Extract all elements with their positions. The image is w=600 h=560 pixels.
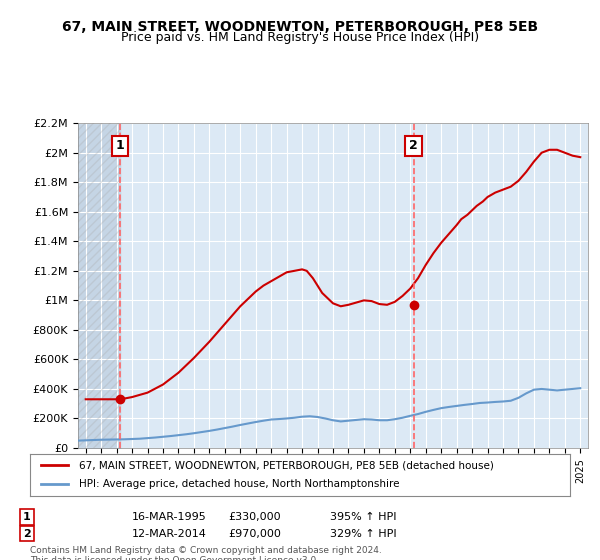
Text: £330,000: £330,000 (228, 512, 281, 522)
Text: HPI: Average price, detached house, North Northamptonshire: HPI: Average price, detached house, Nort… (79, 479, 399, 489)
Text: £970,000: £970,000 (228, 529, 281, 539)
Text: 67, MAIN STREET, WOODNEWTON, PETERBOROUGH, PE8 5EB: 67, MAIN STREET, WOODNEWTON, PETERBOROUG… (62, 20, 538, 34)
Text: 2: 2 (409, 139, 418, 152)
Text: 395% ↑ HPI: 395% ↑ HPI (330, 512, 397, 522)
Text: 16-MAR-1995: 16-MAR-1995 (132, 512, 207, 522)
Text: 12-MAR-2014: 12-MAR-2014 (132, 529, 207, 539)
Text: 1: 1 (116, 139, 124, 152)
Text: 67, MAIN STREET, WOODNEWTON, PETERBOROUGH, PE8 5EB (detached house): 67, MAIN STREET, WOODNEWTON, PETERBOROUG… (79, 460, 493, 470)
Text: 329% ↑ HPI: 329% ↑ HPI (330, 529, 397, 539)
Text: Contains HM Land Registry data © Crown copyright and database right 2024.
This d: Contains HM Land Registry data © Crown c… (30, 546, 382, 560)
Text: 2: 2 (23, 529, 31, 539)
Text: Price paid vs. HM Land Registry's House Price Index (HPI): Price paid vs. HM Land Registry's House … (121, 31, 479, 44)
Text: 1: 1 (23, 512, 31, 522)
Bar (78, 123, 120, 448)
